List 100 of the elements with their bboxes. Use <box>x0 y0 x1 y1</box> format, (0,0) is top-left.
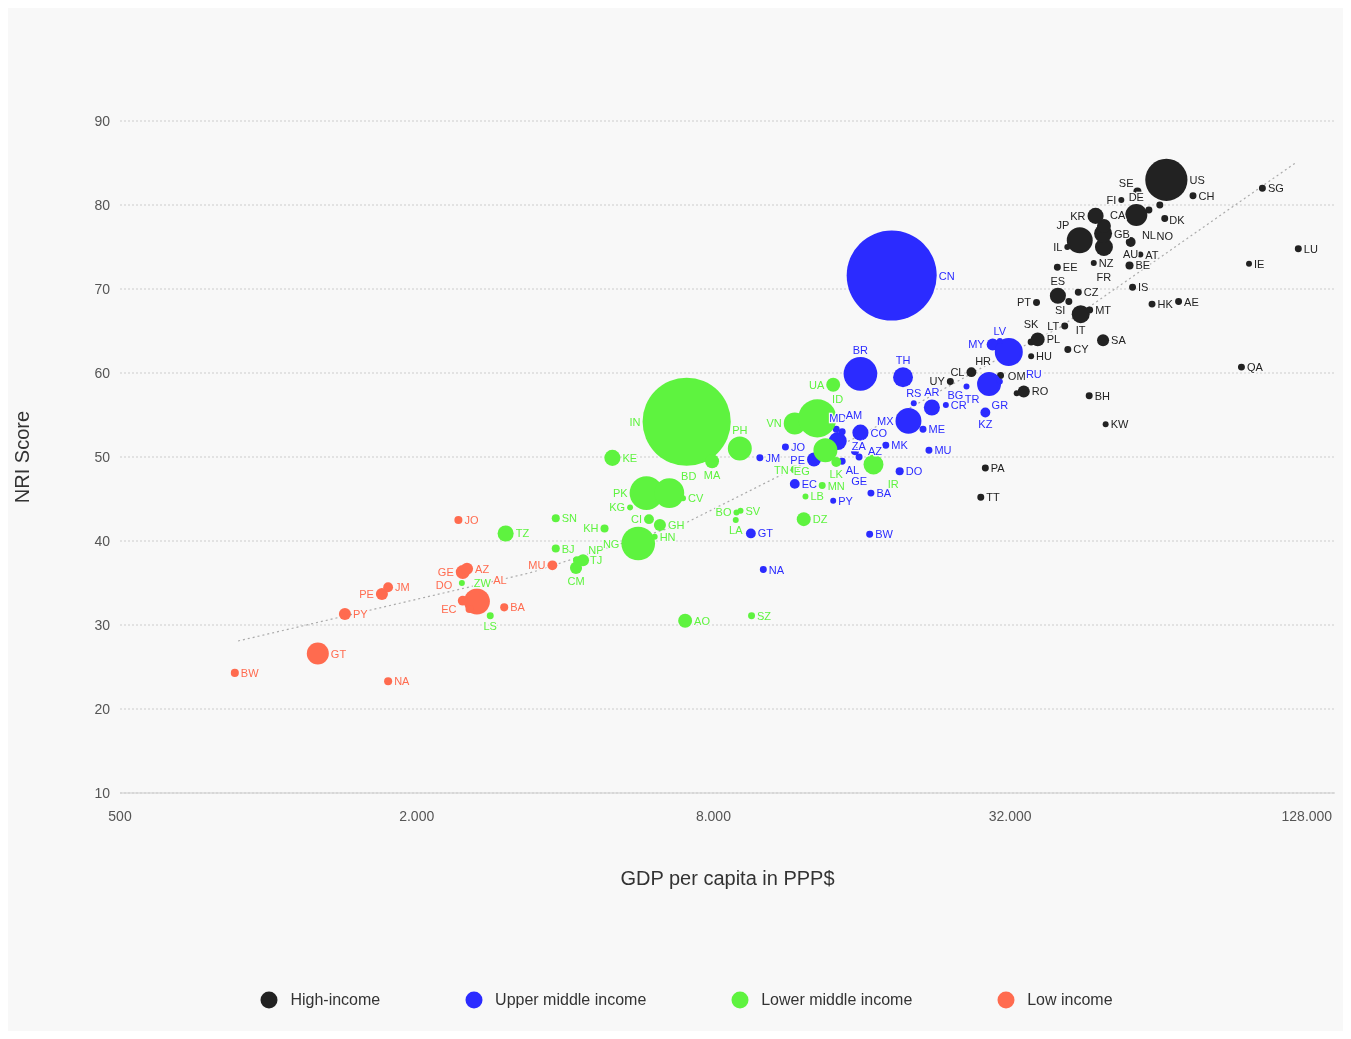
data-label: CI <box>631 513 643 526</box>
x-axis-title: GDP per capita in PPP$ <box>620 867 835 889</box>
data-label: BH <box>1094 389 1111 402</box>
data-label: MT <box>1095 304 1112 316</box>
x-tick-label: 32.000 <box>988 807 1032 824</box>
data-label: HR <box>975 355 992 368</box>
data-label: DO <box>905 465 923 478</box>
data-label: GE <box>851 475 868 488</box>
data-label: PY <box>352 608 369 621</box>
data-label: LB <box>810 490 824 503</box>
data-label: AZ <box>475 562 490 575</box>
data-label: ZW <box>473 577 492 589</box>
data-label: CO <box>870 426 888 439</box>
data-label: AL <box>845 463 860 476</box>
x-tick-label: 500 <box>108 807 132 824</box>
data-label: KR <box>1070 209 1086 222</box>
data-label: PT <box>1016 296 1032 309</box>
data-label: NP <box>588 543 604 556</box>
data-label: KH <box>583 522 599 535</box>
y-tick-label: 60 <box>94 364 111 381</box>
legend-label: Upper middle income <box>495 991 647 1009</box>
data-label: LA <box>729 523 744 536</box>
data-label: EC <box>801 477 818 490</box>
y-tick-label: 50 <box>94 448 111 465</box>
y-tick-label: 90 <box>94 112 111 129</box>
data-label: GE <box>437 566 454 579</box>
data-label: CM <box>567 574 585 587</box>
y-tick-label: 10 <box>94 784 111 801</box>
data-label: BA <box>876 487 892 500</box>
data-label: LT <box>1047 319 1060 332</box>
data-label: QA <box>1246 361 1264 374</box>
data-label: SK <box>1023 318 1040 331</box>
y-tick-label: 20 <box>94 700 111 717</box>
data-label: BJ <box>561 542 575 555</box>
data-label: AT <box>1145 248 1159 261</box>
data-label: RO <box>1031 385 1049 398</box>
data-label: EE <box>1062 261 1078 274</box>
data-label: JO <box>790 440 806 453</box>
data-label: JO <box>464 514 479 526</box>
data-label: JP <box>1056 218 1070 231</box>
data-label: PK <box>612 487 629 500</box>
data-label: MA <box>703 469 721 482</box>
data-label: AR <box>924 386 940 399</box>
data-label: TJ <box>590 554 603 567</box>
data-label: AM <box>845 408 863 421</box>
data-label: CN <box>938 269 955 282</box>
y-axis-title: NRI Score <box>11 410 34 504</box>
data-label: BG <box>947 388 964 401</box>
y-tick-label: 40 <box>94 532 111 549</box>
data-label: AE <box>1184 295 1199 308</box>
data-label: MN <box>827 479 845 492</box>
data-label: TN <box>774 463 789 476</box>
data-label: LS <box>483 620 497 633</box>
data-label: SN <box>561 512 578 525</box>
x-tick-label: 8.000 <box>695 807 732 824</box>
data-label: BA <box>510 601 526 614</box>
data-label: NA <box>768 563 785 576</box>
data-label: BE <box>1135 259 1151 272</box>
data-label: ZA <box>851 440 867 453</box>
data-label: GT <box>330 647 347 660</box>
data-label: BO <box>715 506 732 519</box>
legend-label: Lower middle income <box>761 991 913 1009</box>
y-tick-label: 80 <box>94 196 111 213</box>
data-label: IE <box>1254 257 1265 270</box>
data-label: NG <box>602 537 620 550</box>
data-label: TZ <box>515 527 530 540</box>
data-label: HU <box>1036 350 1053 363</box>
data-label: UY <box>929 375 946 388</box>
data-label: PL <box>1046 333 1061 346</box>
data-label: SZ <box>757 609 772 622</box>
data-label: CZ <box>1083 286 1099 299</box>
data-label: MY <box>968 338 986 351</box>
data-label: CH <box>1198 189 1215 202</box>
data-label: EC <box>441 603 457 616</box>
y-tick-label: 70 <box>94 280 111 297</box>
data-label: DK <box>1169 213 1186 226</box>
data-label: KW <box>1110 418 1129 431</box>
data-label: FR <box>1096 271 1112 283</box>
data-label: DZ <box>812 513 828 526</box>
data-label: OM <box>1007 370 1026 383</box>
data-label: SE <box>1118 176 1134 189</box>
data-label: VN <box>766 417 782 430</box>
data-label: LV <box>993 325 1007 338</box>
legend-label: Low income <box>1027 991 1113 1009</box>
data-label: SA <box>1111 334 1127 347</box>
data-label: DO <box>435 579 453 592</box>
data-label: ID <box>832 392 844 405</box>
data-label: ME <box>928 423 945 436</box>
data-label: FI <box>1106 193 1117 206</box>
data-label: MX <box>877 414 895 427</box>
data-label: PH <box>732 423 748 436</box>
data-label: KE <box>622 451 638 464</box>
data-label: US <box>1189 173 1205 186</box>
x-tick-label: 128.000 <box>1281 807 1333 824</box>
data-label: AZ <box>868 445 883 458</box>
data-label: LU <box>1303 242 1318 255</box>
data-label: PA <box>990 461 1006 474</box>
data-label: ES <box>1050 274 1066 287</box>
data-label: CL <box>950 366 965 379</box>
data-label: GR <box>991 399 1009 412</box>
